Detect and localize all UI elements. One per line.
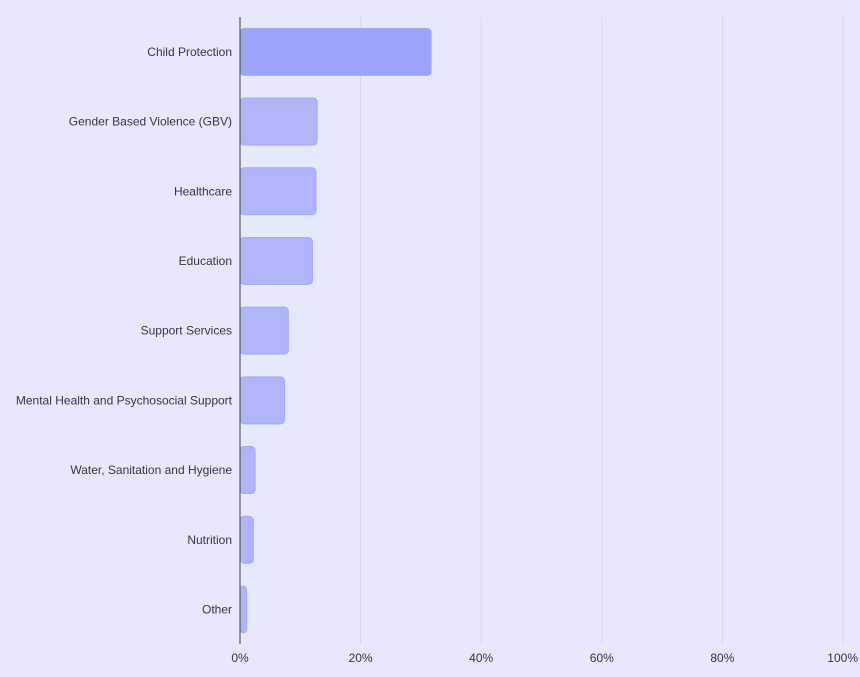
category-label: Mental Health and Psychosocial Support: [16, 393, 233, 407]
bar-support-services[interactable]: [239, 306, 289, 355]
bar-education[interactable]: [239, 236, 313, 285]
x-tick-label: 0%: [231, 651, 249, 665]
x-tick-label: 100%: [827, 651, 858, 665]
bar-other[interactable]: [239, 585, 248, 634]
x-tick-labels: 0% 20% 40% 60% 80% 100%: [231, 651, 858, 665]
category-label: Other: [202, 602, 232, 616]
category-label: Child Protection: [147, 45, 232, 59]
bar-child-protection[interactable]: [239, 27, 432, 76]
category-label: Gender Based Violence (GBV): [69, 115, 232, 129]
category-label: Education: [179, 254, 232, 268]
x-tick-label: 20%: [349, 651, 373, 665]
x-tick-label: 40%: [469, 651, 493, 665]
gridlines: [360, 17, 844, 644]
category-labels: Child Protection Gender Based Violence (G…: [16, 45, 233, 617]
category-label: Water, Sanitation and Hygiene: [70, 463, 232, 477]
bar-nutrition[interactable]: [239, 515, 254, 564]
bar-healthcare[interactable]: [239, 167, 317, 216]
bar-mental-health-and-psychosocial-support[interactable]: [239, 376, 286, 425]
category-label: Support Services: [141, 324, 232, 338]
bars: [239, 27, 432, 634]
category-label: Nutrition: [187, 533, 232, 547]
x-tick-label: 60%: [590, 651, 614, 665]
x-tick-label: 80%: [710, 651, 734, 665]
bar-water-sanitation-and-hygiene[interactable]: [239, 446, 256, 495]
category-label: Healthcare: [174, 184, 232, 198]
bar-gender-based-violence-gbv[interactable]: [239, 97, 318, 146]
